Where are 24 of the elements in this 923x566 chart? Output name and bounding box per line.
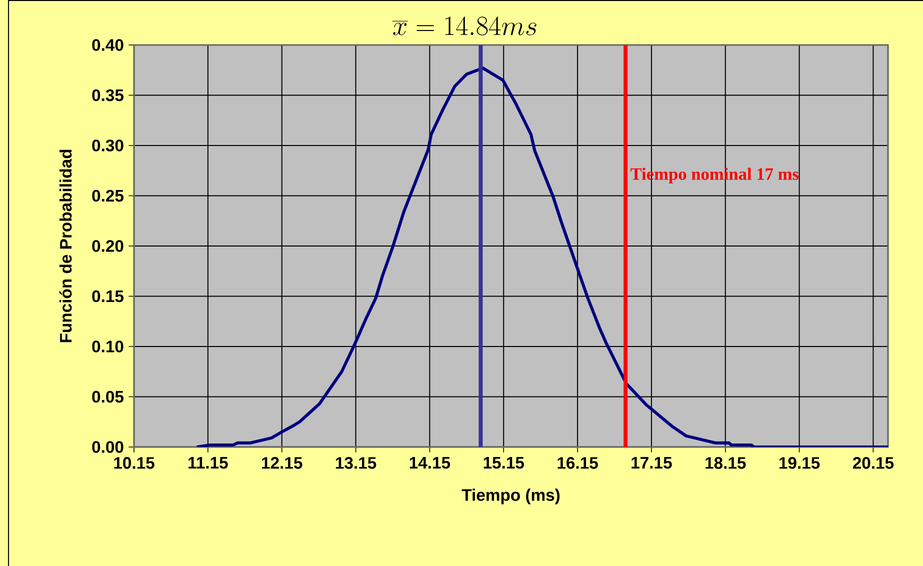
x-tick-label: 17.15 <box>632 457 672 469</box>
y-tick-label: 0.20 <box>92 240 124 252</box>
x-tick-label: 14.15 <box>410 457 450 469</box>
chart-title: $\overline{x}=14.84ms$ <box>392 16 536 36</box>
y-tick-label: 0.10 <box>92 340 124 352</box>
x-tick-label: 10.15 <box>114 457 154 469</box>
y-tick-label: 0.00 <box>92 441 124 453</box>
line-series <box>195 66 888 447</box>
y-tick-label: 0.25 <box>92 190 124 202</box>
x-tick-label: 16.15 <box>558 457 598 469</box>
x-tick-label: 20.15 <box>852 457 894 469</box>
y-tick-label: 0.35 <box>92 89 124 102</box>
x-tick-label: 18.15 <box>706 457 746 469</box>
y-tick-label: 0.15 <box>92 290 124 302</box>
x-axis-title: Tiempo (ms) <box>462 488 560 504</box>
y-axis-title: Función de Probabilidad <box>59 150 72 342</box>
x-tick-label: 11.15 <box>188 457 228 469</box>
x-tick-label: 12.15 <box>262 457 302 469</box>
x-tick-label: 19.15 <box>779 457 820 469</box>
x-tick-label: 15.15 <box>484 457 524 469</box>
y-tick-label: 0.30 <box>92 140 124 152</box>
y-tick-label: 0.05 <box>92 390 124 403</box>
y-tick-label: 0.40 <box>92 39 124 51</box>
x-tick-label: 13.15 <box>336 457 376 469</box>
